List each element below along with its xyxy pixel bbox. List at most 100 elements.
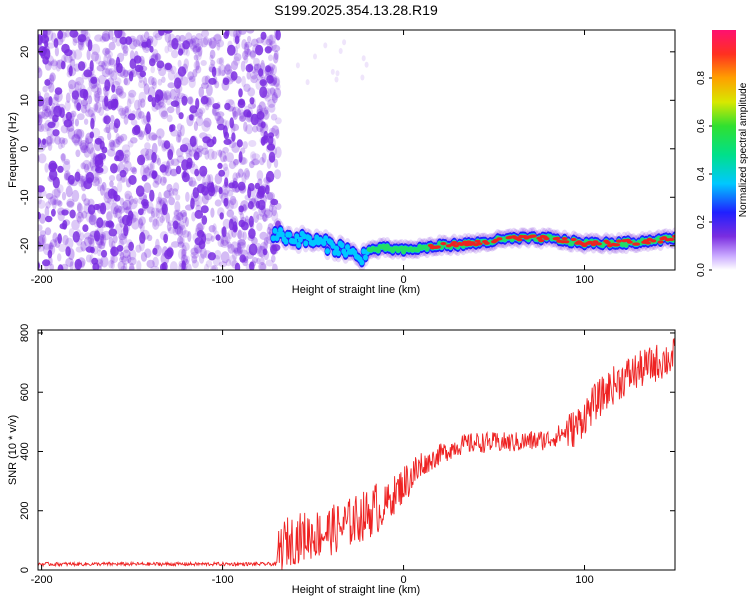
spectrogram-speckle (38, 235, 44, 247)
spectrogram-ridge-core (586, 240, 593, 244)
spectrogram-speckle (198, 107, 206, 114)
spectrogram-speckle (248, 228, 256, 240)
snr-y-tick-label: 400 (19, 442, 31, 460)
spectrogram-speckle (186, 96, 194, 105)
spectrogram-speckle (53, 199, 62, 206)
spectrogram-speckle (167, 149, 174, 160)
spectrogram-speckle (152, 30, 162, 38)
spectrogram-speckle (83, 146, 91, 158)
spectrogram-speckle (90, 165, 97, 172)
spectrogram-speckle (73, 81, 80, 91)
spectrogram-speckle (271, 205, 277, 217)
spectrogram-ridge-core (570, 237, 577, 242)
spectrogram-speckle (115, 56, 121, 68)
spectrogram-speckle (256, 108, 263, 116)
spectrogram-speckle (173, 209, 183, 221)
spectrogram-speckle (68, 228, 75, 238)
spectrogram-speckle (76, 113, 85, 121)
spectrogram-speckle (259, 109, 265, 122)
spectrogram-speckle (156, 90, 165, 98)
spectrogram-speckle (172, 215, 181, 226)
spectrogram-ridge-core (451, 241, 458, 245)
spectrogram-speckle (128, 70, 134, 79)
spectrogram-speckle (267, 87, 276, 96)
spectrogram-speckle (263, 237, 269, 246)
spectrogram-speckle (122, 45, 129, 54)
spectrogram-speckle (51, 58, 58, 71)
spectrogram-speckle (234, 262, 241, 270)
spectrogram-speckle (115, 85, 124, 97)
spectrogram-speckle (218, 169, 226, 177)
spectrogram-speckle (51, 32, 57, 43)
spectrogram-speckle (238, 219, 246, 228)
spectrogram-speckle (59, 223, 67, 230)
spectrogram-x-ticks: -200 -100 0 100 (31, 30, 594, 286)
spectrogram-ridge-core (596, 242, 602, 246)
spectrogram-speckle (265, 65, 272, 73)
spectrogram-speckle (138, 41, 147, 49)
spectrogram-ridge-inner (297, 236, 303, 243)
spectrogram-speckle (142, 115, 152, 125)
spectrogram-speckle (108, 175, 116, 182)
spectrogram-speckle (90, 76, 98, 84)
spectrogram-speckle (102, 201, 111, 211)
spectrogram-speckle (270, 113, 278, 121)
spectrogram-speckle (158, 96, 165, 108)
spectrogram-speckle (261, 152, 267, 163)
spectrogram-speckle (143, 127, 149, 136)
spectrogram-speckle (80, 104, 87, 114)
spectrogram-speckle (155, 238, 160, 251)
spectrogram-speckle (148, 132, 158, 141)
spectrogram-speckle (189, 105, 198, 114)
spectrogram-speckle (139, 70, 147, 78)
spectrogram-speckle (49, 133, 56, 144)
spectrogram-speckle (163, 140, 171, 150)
spectrogram-speckle (51, 102, 56, 112)
spectrogram-speckle (110, 140, 116, 152)
spectrogram-speckle (125, 178, 132, 188)
spectrogram-speckle (151, 151, 157, 163)
spectrogram-speckle (239, 112, 246, 122)
spectrogram-speckle (62, 137, 68, 145)
spectrogram-ridge-inner (294, 233, 300, 240)
spectrogram-speckle (187, 142, 194, 153)
spectrogram-speckle (158, 208, 167, 215)
spectrogram-speckle (93, 139, 103, 152)
spectrogram-speckle (115, 133, 120, 145)
spectrogram-speckle (191, 211, 196, 222)
spectrogram-speckle (192, 187, 199, 199)
spectrogram-speckle (47, 121, 56, 128)
spectrogram-speckle (179, 34, 186, 42)
spectrogram-speckle (45, 30, 54, 41)
spectrogram-speckle (54, 135, 62, 145)
spectrogram-speckle (217, 65, 222, 77)
spectrogram-speckle (196, 145, 204, 152)
spectrogram-speckle (262, 109, 270, 120)
spectrogram-speckle (232, 110, 238, 120)
spectrogram-ridge-inner (306, 235, 312, 242)
spectrogram-speckle (234, 247, 244, 255)
spectrogram-speckle (66, 200, 75, 207)
spectrogram-speckle (52, 129, 60, 137)
spectrogram-speckle (182, 230, 190, 238)
spectrogram-speckle (151, 170, 158, 179)
spectrogram-speckle (54, 87, 63, 95)
spectrogram-speckle (92, 152, 98, 165)
spectrogram-speckle (195, 33, 203, 41)
spectrogram-speckle (62, 160, 71, 172)
spectrogram-speckle (190, 251, 199, 259)
spectrogram-speckle (81, 72, 90, 80)
spectrogram-speckle (91, 43, 101, 56)
spectrogram-speckle (128, 241, 135, 251)
colorbar-tick-label: 0.6 (696, 119, 707, 133)
spectrogram-speckle (80, 142, 88, 154)
spectrogram-speckle (44, 227, 52, 236)
spectrogram-speckle (100, 234, 107, 247)
spectrogram-speckle (120, 251, 125, 261)
spectrogram-speckle (246, 244, 251, 255)
spectrogram-speckle (130, 119, 138, 126)
spectrogram-speckle (166, 114, 173, 123)
spectrogram-speckle (233, 221, 238, 232)
spectrogram-speckle (335, 70, 340, 77)
spectrogram-speckle (68, 79, 77, 90)
